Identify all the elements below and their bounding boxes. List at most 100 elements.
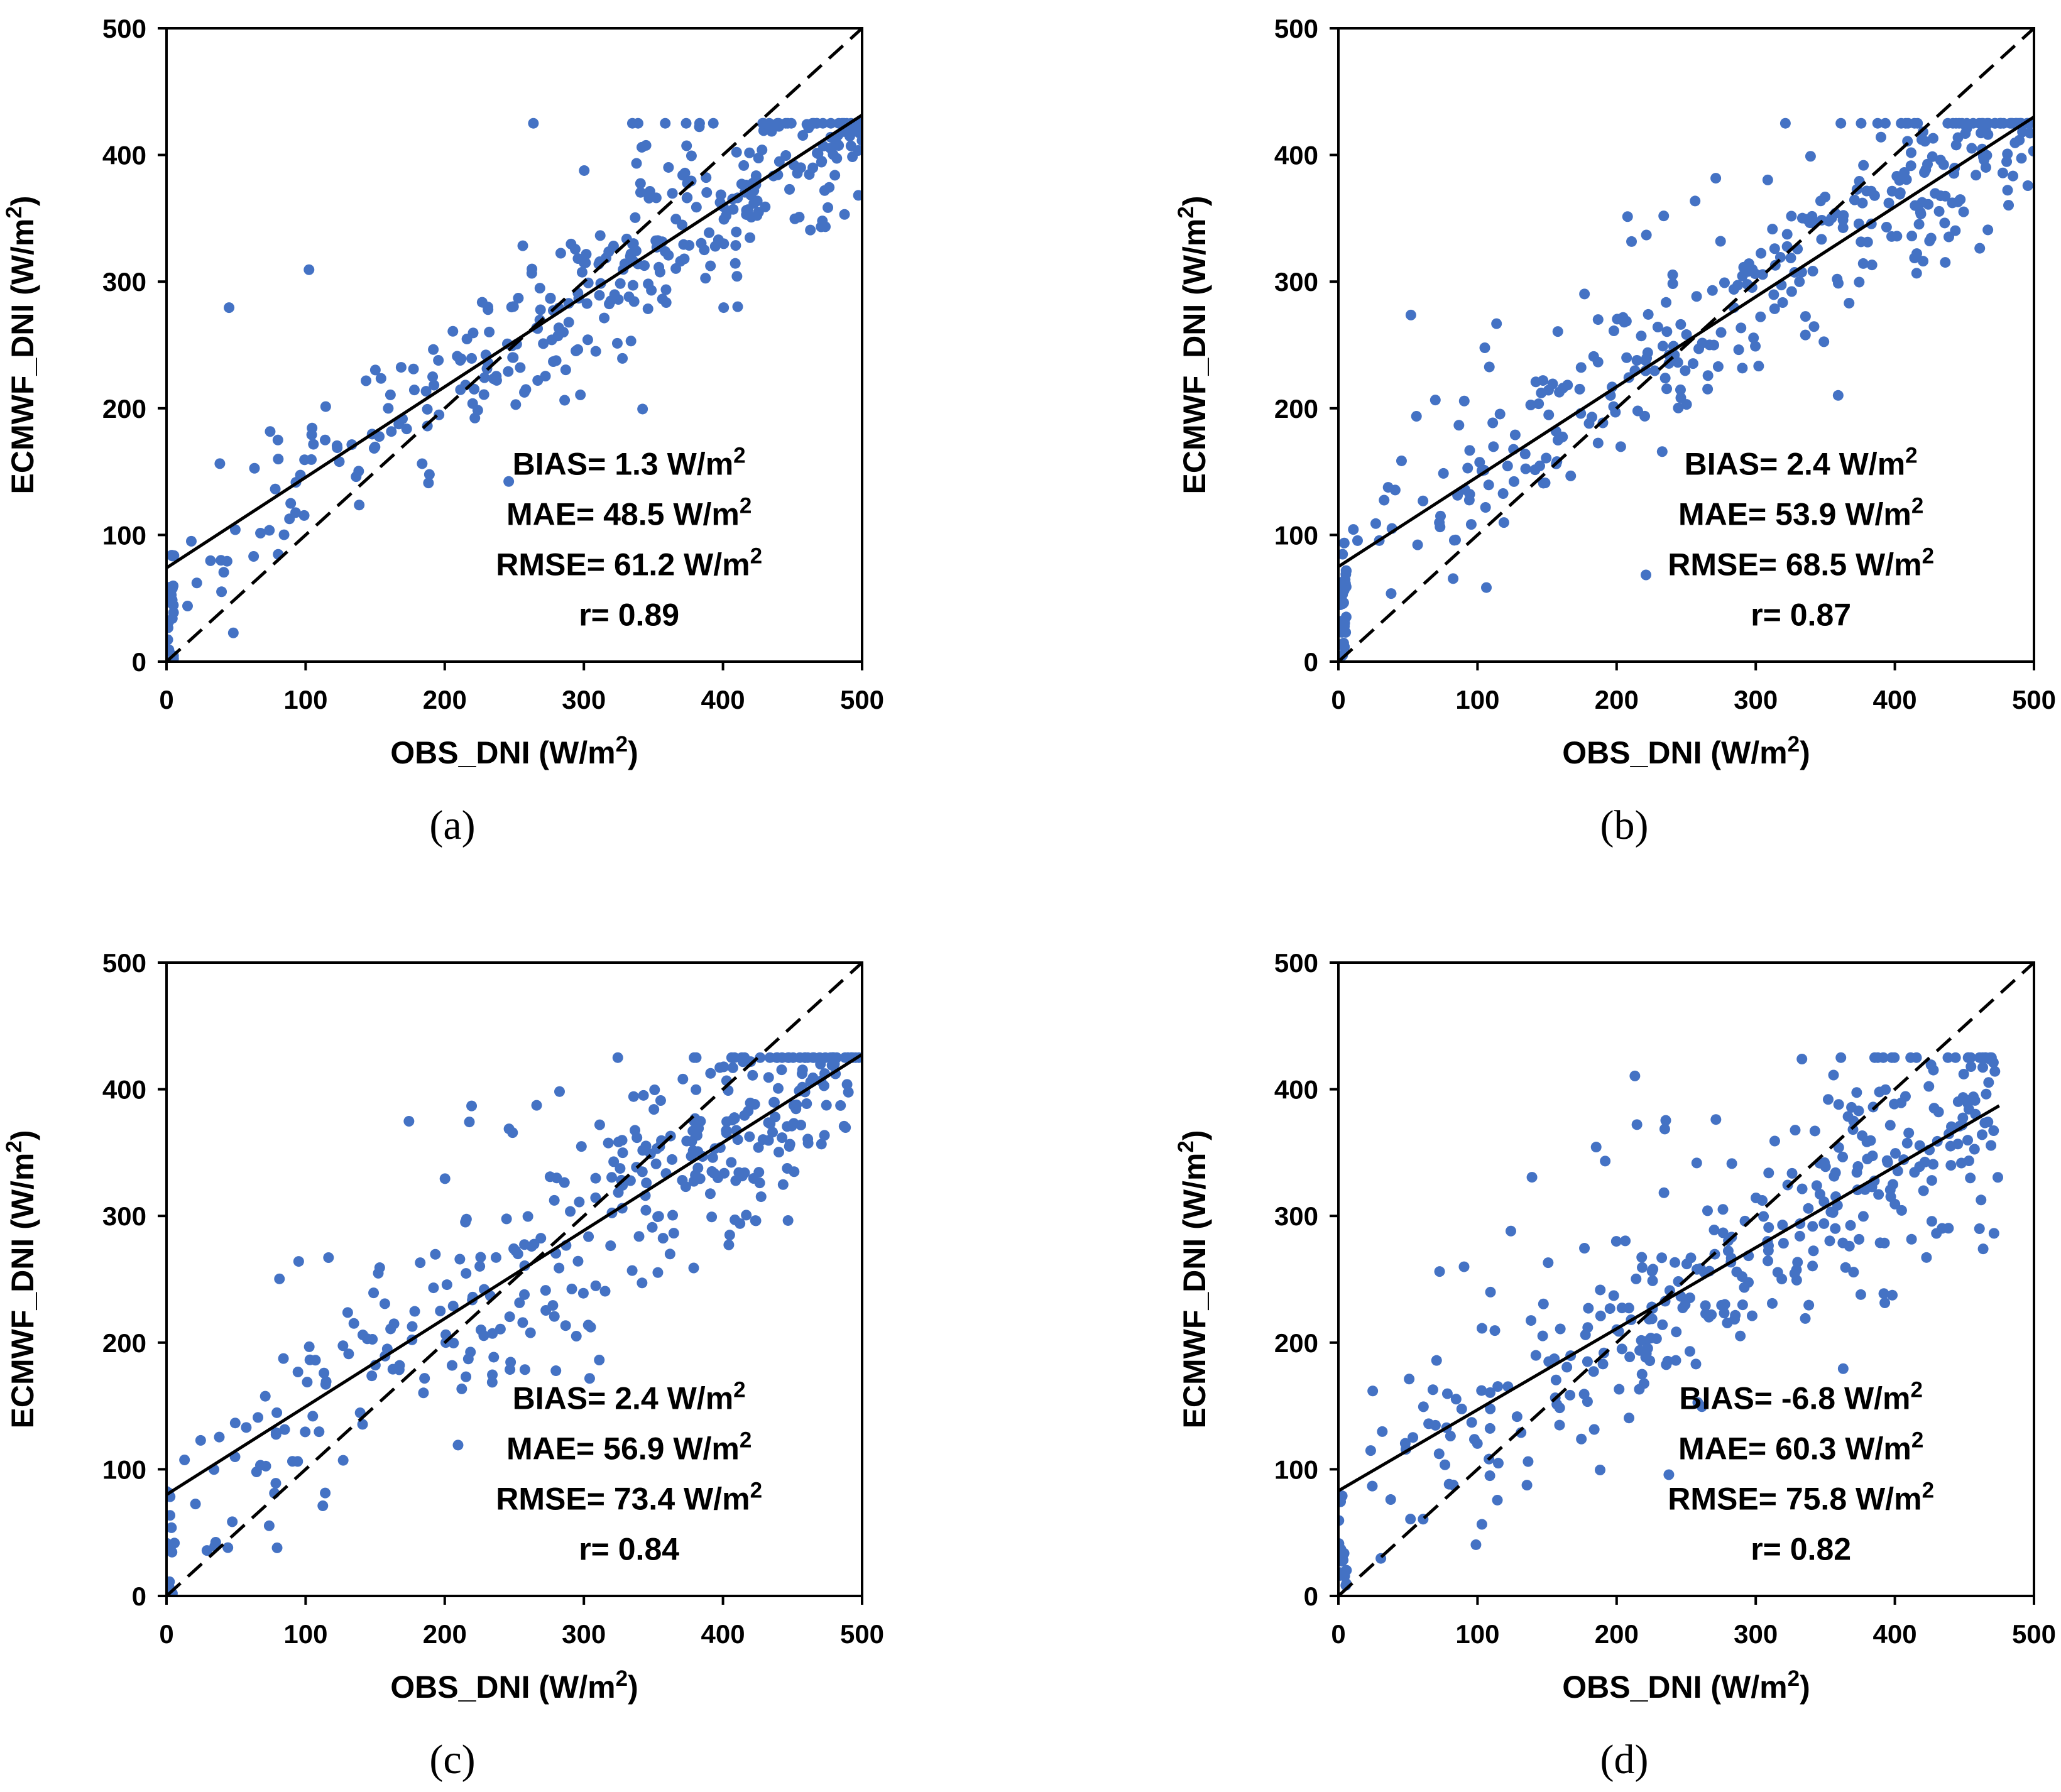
data-point [274,1273,285,1284]
y-tick-label: 500 [1274,948,1318,978]
data-point [522,1211,533,1222]
data-point [1691,1157,1702,1169]
x-tick-label: 200 [1595,1619,1639,1649]
data-point [1814,1189,1825,1200]
data-point [1923,199,1934,210]
data-point [1338,1556,1348,1567]
data-point [560,1320,571,1331]
data-point [1580,1329,1591,1340]
x-tick-label: 100 [283,1619,327,1649]
data-point [314,1426,325,1438]
data-point [679,167,691,178]
data-point [704,227,715,238]
data-point [1631,1273,1642,1284]
data-point [715,189,726,200]
identity-line [167,28,862,662]
data-point [1707,285,1718,296]
data-point [469,383,480,395]
data-point [1438,467,1449,479]
data-point [1597,1358,1609,1370]
data-point [501,1213,512,1225]
data-point [1526,1315,1537,1326]
data-point [1927,133,1938,144]
data-point [594,1354,605,1365]
data-point [503,366,514,377]
data-point [1631,355,1643,366]
data-point [613,1187,624,1198]
data-point [201,1545,212,1556]
data-point [1824,1235,1835,1247]
data-point [745,232,756,243]
data-point [433,354,444,366]
data-point [805,224,816,236]
data-point [637,403,648,415]
x-tick-label: 500 [840,1619,884,1649]
data-point [379,1298,390,1309]
data-point [428,344,439,355]
data-point [342,1307,353,1318]
data-point [1830,1223,1841,1234]
data-point [1950,1052,1961,1063]
scatter-panel-c: 0 100 200 300 400 500 0 100 200 300 400 500 OBS_DNI … [2,948,885,1783]
data-point [753,1142,764,1153]
data-point [691,1052,702,1063]
data-point [1489,1325,1501,1336]
data-point [1338,1538,1345,1549]
x-tick-label: 400 [1873,1619,1917,1649]
data-point [719,1167,730,1179]
panel-caption: (c) [429,1737,475,1783]
x-tick-label: 0 [1331,685,1345,714]
data-point [1561,1362,1573,1373]
data-point [1923,1081,1935,1092]
data-point [831,153,843,164]
data-point [510,399,522,410]
data-point [780,150,792,161]
data-point [1702,370,1714,381]
data-point [1537,1330,1548,1341]
data-point [292,1456,303,1467]
data-point [755,1191,767,1203]
x-tick-label: 500 [2012,685,2056,714]
data-point [466,1100,478,1112]
data-point [1671,1326,1682,1338]
data-point [753,152,764,163]
data-point [599,1286,611,1297]
data-point [495,1323,506,1335]
data-point [718,302,730,314]
data-point [221,555,232,567]
data-point [667,1154,678,1165]
data-point [1646,1265,1658,1277]
data-point [772,117,783,129]
data-point [1840,1262,1851,1273]
data-point [454,1254,466,1265]
data-point [1565,470,1577,481]
data-point [1803,1299,1815,1311]
stat-r: r= 0.89 [579,598,679,633]
data-point [1640,355,1651,366]
y-tick-label: 200 [1274,1328,1318,1358]
data-point [704,1188,716,1199]
data-point [474,1260,486,1272]
data-point [464,1117,475,1128]
data-point [1588,1424,1600,1435]
data-point [1769,303,1780,314]
data-point [1763,1167,1774,1179]
data-point [730,258,741,269]
data-point [1736,322,1747,334]
data-point [248,551,260,562]
data-point [701,187,713,198]
data-point [1550,1374,1561,1385]
data-point [1696,1401,1707,1412]
stat-rmse: RMSE= 75.8 W/m2 [1668,1478,1934,1517]
data-point [680,1181,691,1193]
data-point [1856,117,1867,129]
data-point [1656,1252,1668,1264]
data-point [540,371,551,382]
fit-line [1337,116,2035,568]
data-point [643,192,655,204]
data-point [757,145,768,156]
data-point [448,1337,459,1348]
data-point [726,1157,737,1168]
data-point [1756,248,1767,259]
data-point [554,1086,565,1097]
